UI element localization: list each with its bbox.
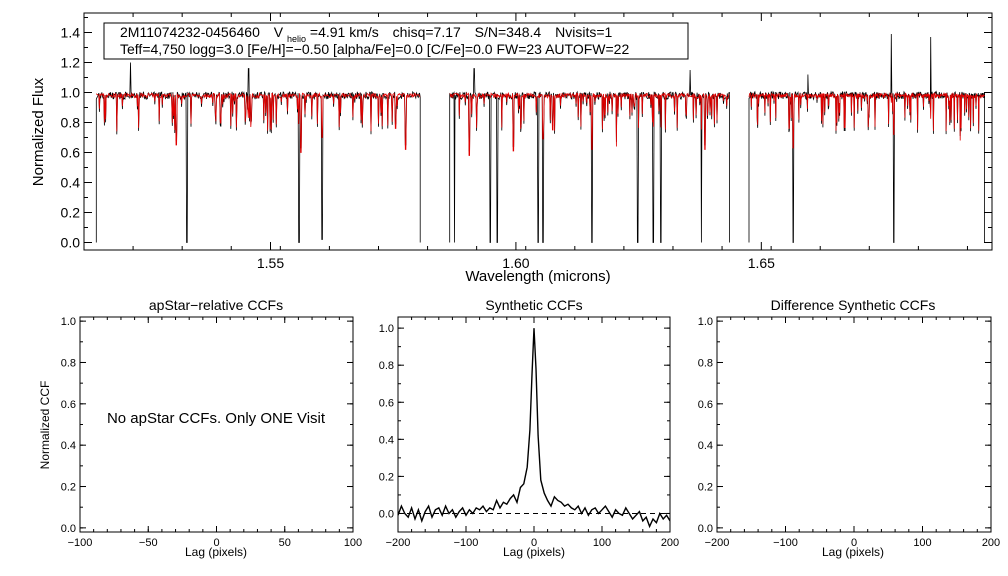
x-tick-label: 0 [213,537,219,549]
spectrum-axes: 1.55 1.60 1.65 0.0 0.2 0.4 0.6 0.8 1.0 1.2 1.4 [61,13,992,271]
y-tick-label: 1.2 [61,55,81,71]
chisq: chisq=7.17 [393,24,461,40]
apstar-xlabel: Lag (pixels) [185,545,247,559]
header-line1: 2M11074232-0456460 V helio =4.91 km/s ch… [120,24,613,45]
apstar-title: apStar−relative CCFs [149,297,283,313]
apstar-ccf-panel: −100 −50 0 50 100 0.0 0.2 0.4 0.6 0.8 1.0 apStar−r… [38,297,362,559]
y-tick-label: 0.8 [698,357,713,369]
y-tick-label: 0.2 [61,482,76,494]
y-tick-label: 1.0 [379,323,394,335]
spectrum-ylabel: Normalized Flux [30,77,47,186]
y-tick-label: 0.2 [698,482,713,494]
y-tick-label: 0.0 [698,523,713,535]
v-value: =4.91 km/s [310,24,379,40]
y-tick-label: 0.0 [61,235,81,251]
y-tick-label: 0.8 [379,360,394,372]
observed-spectrum-line [748,33,985,243]
spectrum-lines [95,33,985,243]
x-tick-label: 0 [531,537,537,549]
x-tick-label: 100 [593,537,611,549]
spectrum-xlabel: Wavelength (microns) [465,268,610,285]
snr: S/N=348.4 [475,24,542,40]
y-tick-label: 1.0 [698,316,713,328]
x-tick-label: 100 [344,537,362,549]
y-tick-label: 0.8 [61,357,76,369]
difference-xlabel: Lag (pixels) [822,545,884,559]
apstar-axes: −100 −50 0 50 100 0.0 0.2 0.4 0.6 0.8 1.0 [61,316,362,549]
x-tick-label: −100 [773,537,798,549]
synthetic-ccf-line [397,328,671,529]
y-tick-label: 0.6 [61,399,76,411]
v-subscript: helio [287,34,306,44]
synthetic-frame [397,316,671,533]
x-tick-label: −100 [68,537,93,549]
y-tick-label: 0.0 [61,523,76,535]
x-tick-label: −200 [386,537,411,549]
x-tick-label: 50 [279,537,291,549]
header-line2: Teff=4,750 logg=3.0 [Fe/H]=−0.50 [alpha/… [120,41,629,57]
y-tick-label: 0.2 [61,205,81,221]
x-tick-label: −100 [454,537,479,549]
y-tick-label: 1.0 [61,316,76,328]
y-tick-label: 0.8 [61,115,81,131]
x-tick-label: −50 [139,537,158,549]
y-tick-label: 0.6 [61,145,81,161]
y-tick-label: 0.0 [379,508,394,520]
x-tick-label: 1.65 [748,255,775,271]
y-tick-label: 0.2 [379,471,394,483]
x-tick-label: −200 [705,537,730,549]
y-tick-label: 0.4 [698,440,713,452]
spectrum-panel: 1.55 1.60 1.65 0.0 0.2 0.4 0.6 0.8 1.0 1.2 1.4 2M1… [30,12,993,285]
y-tick-label: 0.6 [698,399,713,411]
star-id: 2M11074232-0456460 [120,24,260,40]
x-tick-label: 200 [661,537,679,549]
synthetic-xlabel: Lag (pixels) [503,545,565,559]
model-spectrum-line [95,91,421,153]
model-spectrum-line [748,91,985,149]
synthetic-axes: −200 −100 0 100 200 0.0 0.2 0.4 0.6 0.8 1.0 [379,317,679,549]
y-tick-label: 0.4 [61,440,76,452]
synthetic-lines [397,328,671,529]
header-box [103,22,689,60]
difference-ccf-panel: −200 −100 0 100 200 0.0 0.2 0.4 0.6 0.8 1.0 Differ… [698,297,1000,559]
y-tick-label: 1.4 [61,25,81,41]
difference-frame [716,316,992,533]
y-tick-label: 0.6 [379,397,394,409]
y-tick-label: 0.4 [61,175,81,191]
y-tick-label: 1.0 [61,85,81,101]
x-tick-label: 1.55 [257,255,284,271]
v-label: V [274,24,284,40]
observed-spectrum-line [95,62,421,243]
synthetic-ccf-panel: −200 −100 0 100 200 0.0 0.2 0.4 0.6 0.8 1.0 Synthe… [379,297,679,559]
x-tick-label: 200 [982,537,1000,549]
x-tick-label: 0 [851,537,857,549]
x-tick-label: 100 [913,537,931,549]
difference-axes: −200 −100 0 100 200 0.0 0.2 0.4 0.6 0.8 1.0 [698,316,1000,549]
no-ccf-message: No apStar CCFs. Only ONE Visit [107,410,326,427]
nvisits: Nvisits=1 [555,24,612,40]
model-spectrum-line [449,91,730,156]
x-tick-label: 1.60 [502,255,529,271]
observed-spectrum-line [449,68,730,243]
synthetic-title: Synthetic CCFs [485,297,582,313]
y-tick-label: 0.4 [379,434,394,446]
apstar-ylabel: Normalized CCF [38,381,52,470]
spectrum-frame [83,12,993,251]
difference-title: Difference Synthetic CCFs [771,297,936,313]
